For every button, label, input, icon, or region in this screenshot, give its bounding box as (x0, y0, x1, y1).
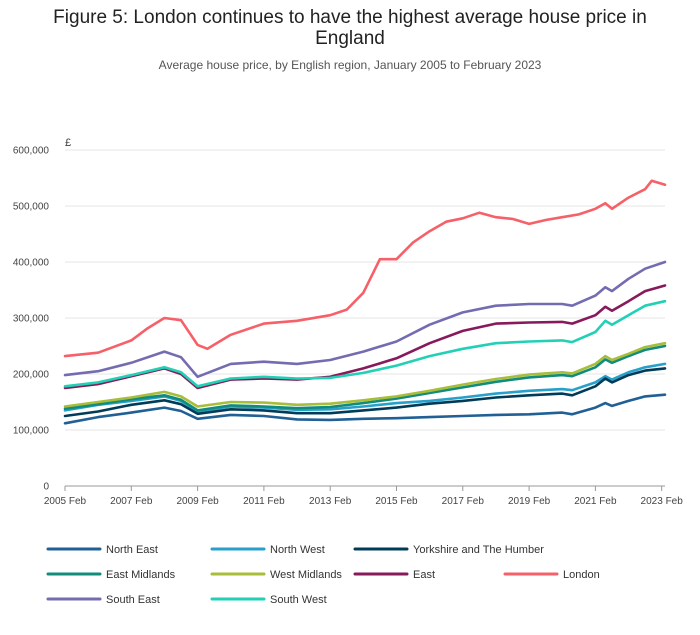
legend-label-london[interactable]: London (563, 569, 600, 581)
y-unit-label: £ (65, 137, 71, 149)
legend-label-north-east[interactable]: North East (106, 544, 158, 556)
y-tick-label: 400,000 (13, 258, 50, 269)
legend: North East North West Yorkshire and The Hu… (46, 544, 600, 606)
x-tick-label: 2023 Feb (641, 496, 684, 507)
y-tick-label: 200,000 (13, 370, 50, 381)
y-tick-label: 0 (43, 482, 49, 493)
y-tick-label: 500,000 (13, 202, 50, 213)
x-tick-label: 2005 Feb (44, 496, 87, 507)
axes: 0 100,000 200,000 300,000 400,000 500,000 600,… (13, 137, 683, 507)
x-tick-label: 2007 Feb (110, 496, 153, 507)
legend-label-yorkshire-and-the-humber[interactable]: Yorkshire and The Humber (413, 544, 544, 556)
y-tick-label: 600,000 (13, 146, 50, 157)
series-line-london (63, 179, 667, 358)
series-line-south-east (63, 260, 667, 379)
y-tick-label: 100,000 (13, 426, 50, 437)
series-line-north-east (63, 393, 667, 425)
x-tick-label: 2009 Feb (176, 496, 219, 507)
series-line-east (63, 284, 667, 390)
legend-label-west-midlands[interactable]: West Midlands (270, 569, 342, 581)
series-line-west-midlands (63, 341, 667, 408)
legend-label-east-midlands[interactable]: East Midlands (106, 569, 176, 581)
series-line-yorkshire-and-the-humber (63, 367, 667, 418)
legend-label-east[interactable]: East (413, 569, 435, 581)
x-tick-label: 2013 Feb (309, 496, 352, 507)
x-tick-label: 2011 Feb (243, 496, 285, 507)
chart-title: Figure 5: London continues to have the h… (53, 7, 647, 49)
grid-lines (65, 149, 665, 487)
series-lines (63, 179, 667, 425)
x-tick-label: 2017 Feb (442, 496, 485, 507)
series-line-east-midlands (63, 344, 667, 412)
series-line-south-west (63, 299, 667, 388)
legend-label-north-west[interactable]: North West (270, 544, 325, 556)
legend-label-south-east[interactable]: South East (106, 594, 160, 606)
y-tick-label: 300,000 (13, 314, 50, 325)
x-tick-label: 2021 Feb (574, 496, 617, 507)
chart-subtitle: Average house price, by English region, … (158, 58, 542, 72)
legend-label-south-west[interactable]: South West (270, 594, 327, 606)
x-tick-label: 2019 Feb (508, 496, 551, 507)
x-tick-label: 2015 Feb (375, 496, 418, 507)
